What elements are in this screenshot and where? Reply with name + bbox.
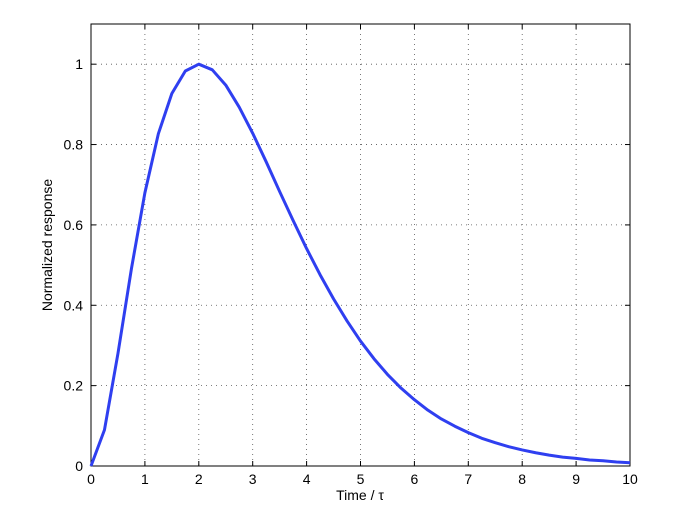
x-tick-label: 1 [141,471,149,487]
x-tick-label: 0 [87,471,95,487]
y-tick-label: 0.2 [64,378,84,394]
x-axis-label: Time / τ [336,487,384,503]
x-tick-label: 5 [357,471,365,487]
y-tick-label: 0.6 [64,217,84,233]
y-axis-label: Normalized response [39,179,55,311]
x-tick-label: 3 [249,471,257,487]
y-tick-label: 1 [75,56,83,72]
x-tick-label: 2 [195,471,203,487]
x-tick-label: 4 [303,471,311,487]
x-tick-label: 6 [411,471,419,487]
plot-frame [90,23,631,467]
x-tick-label: 9 [572,471,580,487]
y-tick-label: 0 [75,458,83,474]
y-tick-label: 0.4 [64,297,84,313]
x-tick-label: 10 [622,471,638,487]
x-tick-label: 8 [518,471,526,487]
y-tick-label: 0.8 [64,137,84,153]
line-series [89,62,631,467]
x-tick-label: 7 [464,471,472,487]
